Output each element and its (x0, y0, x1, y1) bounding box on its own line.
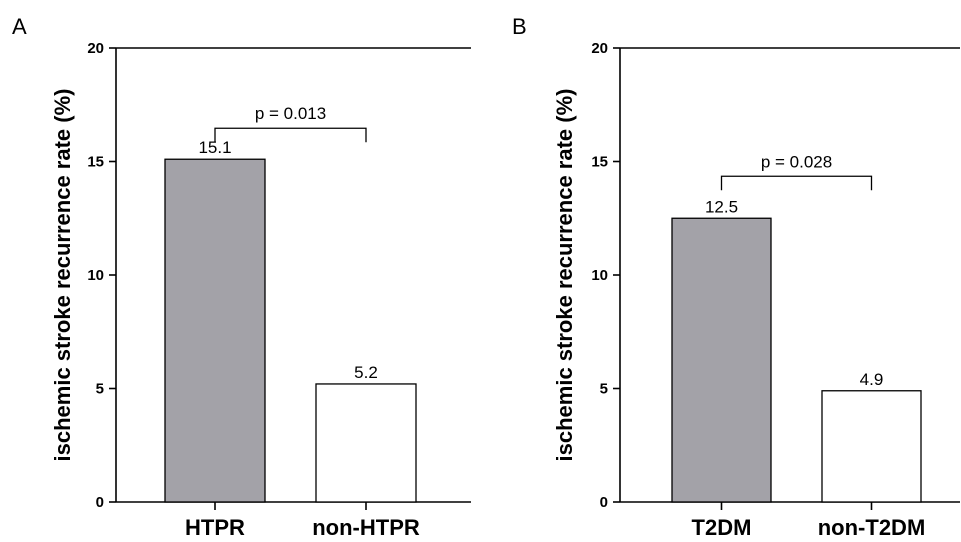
bar-value-label: 15.1 (198, 138, 231, 157)
y-tick-label: 20 (591, 40, 608, 57)
y-tick-label: 5 (600, 381, 608, 398)
bar-value-label: 12.5 (705, 197, 738, 216)
y-tick-label: 20 (87, 40, 104, 57)
bar-non-htpr (315, 383, 417, 503)
y-tick-label: 5 (96, 381, 104, 398)
x-tick-label: non-T2DM (818, 515, 926, 540)
x-tick-label: T2DM (692, 515, 752, 540)
y-tick-label: 10 (591, 267, 608, 284)
panel-letter: A (12, 14, 27, 39)
significance-bracket (720, 175, 873, 191)
y-axis-title: ischemic stroke recurrence rate (%) (50, 89, 75, 462)
y-tick-label: 10 (87, 267, 104, 284)
panel-letter: B (512, 14, 527, 39)
p-value-label: p = 0.028 (761, 152, 832, 171)
bar-value-label: 4.9 (860, 370, 884, 389)
chart-panel-b: B 0 5 10 15 20 ischemic stroke recurrence rate… (512, 14, 960, 540)
y-tick-label: 0 (600, 494, 608, 511)
bar-htpr (164, 158, 266, 503)
bar-value-label: 5.2 (354, 363, 378, 382)
bar-t2dm (671, 217, 772, 503)
y-axis-title: ischemic stroke recurrence rate (%) (552, 89, 577, 462)
p-value-label: p = 0.013 (255, 104, 326, 123)
x-tick-label: HTPR (185, 515, 245, 540)
y-tick-label: 0 (96, 494, 104, 511)
chart-panel-a: A 0 5 10 15 20 ischemic stroke recurrence rate… (12, 14, 471, 540)
x-tick-label: non-HTPR (312, 515, 420, 540)
y-tick-label: 15 (87, 154, 104, 171)
significance-bracket (214, 127, 367, 143)
bar-non-t2dm (821, 390, 922, 503)
y-tick-label: 15 (591, 154, 608, 171)
